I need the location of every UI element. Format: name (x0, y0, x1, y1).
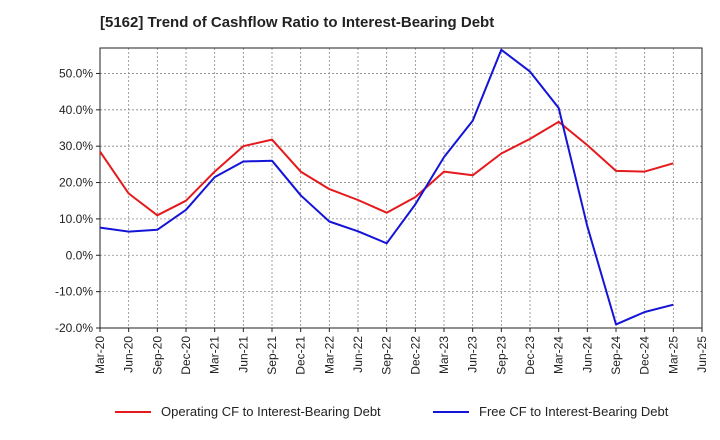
x-tick-label: Jun-22 (351, 336, 365, 373)
x-tick-label: Jun-25 (695, 336, 709, 373)
y-tick-label: 20.0% (59, 176, 93, 190)
y-tick-label: 50.0% (59, 66, 93, 80)
x-tick-label: Jun-24 (580, 336, 594, 373)
x-tick-label: Mar-22 (322, 336, 336, 374)
x-tick-label: Mar-25 (666, 336, 680, 374)
chart-title: [5162] Trend of Cashflow Ratio to Intere… (100, 14, 495, 31)
grid-lines (99, 48, 703, 329)
legend: Operating CF to Interest-Bearing Debt Fr… (0, 398, 720, 428)
legend-item-free: Free CF to Interest-Bearing Debt (433, 404, 668, 419)
x-tick-label: Mar-20 (93, 336, 107, 374)
x-tick-label: Dec-22 (408, 336, 422, 375)
tick-labels: 50.0% 40.0% 30.0% 20.0% 10.0% 0.0% -10.0% -20.0… (55, 66, 709, 374)
x-tick-label: Jun-23 (466, 336, 480, 373)
y-tick-label: 10.0% (59, 212, 93, 226)
series-lines (99, 48, 674, 326)
legend-swatch-operating (115, 410, 151, 413)
x-tick-label: Sep-21 (265, 336, 279, 375)
x-tick-label: Jun-20 (122, 336, 136, 373)
series-line-operating-cf (99, 120, 674, 217)
axes (96, 47, 703, 332)
x-tick-label: Dec-24 (638, 336, 652, 375)
legend-item-operating: Operating CF to Interest-Bearing Debt (115, 404, 381, 419)
x-tick-label: Sep-20 (150, 336, 164, 375)
legend-label-free: Free CF to Interest-Bearing Debt (479, 404, 669, 419)
x-tick-label: Dec-21 (294, 336, 308, 375)
x-tick-label: Jun-21 (236, 336, 250, 373)
plot-frame (99, 47, 703, 329)
legend-label-operating: Operating CF to Interest-Bearing Debt (161, 404, 381, 419)
x-tick-label: Dec-20 (179, 336, 193, 375)
series-line-free-cf (99, 48, 674, 326)
y-tick-label: -10.0% (55, 285, 93, 299)
x-tick-label: Mar-24 (552, 336, 566, 374)
legend-swatch-free (433, 410, 469, 413)
y-tick-label: 40.0% (59, 103, 93, 117)
x-tick-label: Sep-23 (494, 336, 508, 375)
line-chart: 50.0% 40.0% 30.0% 20.0% 10.0% 0.0% -10.0% -20.0… (55, 47, 709, 375)
x-tick-label: Sep-24 (609, 336, 623, 375)
x-tick-label: Dec-23 (523, 336, 537, 375)
y-tick-label: -20.0% (55, 321, 93, 335)
x-tick-label: Sep-22 (380, 336, 394, 375)
x-tick-label: Mar-23 (437, 336, 451, 374)
y-tick-label: 0.0% (66, 248, 94, 262)
x-tick-label: Mar-21 (208, 336, 222, 374)
y-tick-label: 30.0% (59, 139, 93, 153)
